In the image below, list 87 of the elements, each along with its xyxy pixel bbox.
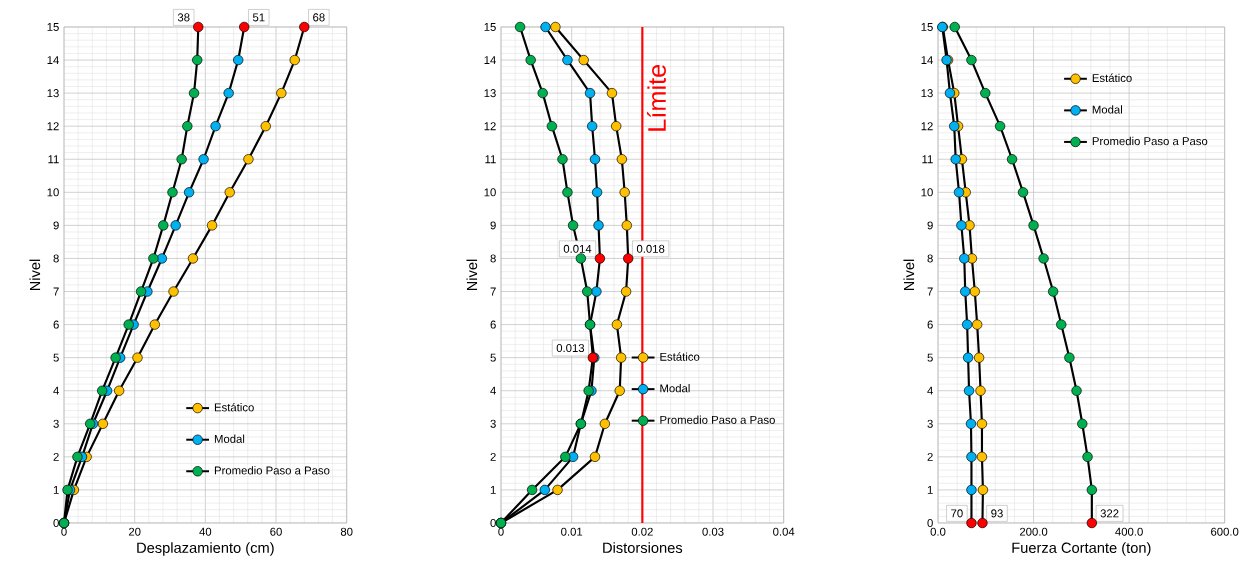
x-tick-label: 200.0 (1019, 527, 1048, 536)
y-axis-title: Nivel (29, 259, 41, 291)
y-tick-label: 8 (927, 254, 933, 263)
y-tick-label: 13 (921, 89, 933, 98)
x-tick-label: 0 (61, 527, 67, 536)
x-tick-label: 400.0 (1115, 527, 1143, 536)
y-tick-label: 4 (927, 386, 933, 395)
data-label: 70 (951, 509, 963, 518)
y-tick-label: 6 (53, 320, 59, 329)
y-tick-label: 8 (53, 254, 59, 263)
x-tick-label: 0.0 (930, 527, 946, 536)
y-tick-label: 12 (484, 122, 496, 131)
x-axis-title: Desplazamiento (cm) (137, 542, 274, 556)
y-tick-label: 0 (490, 518, 496, 527)
legend-label: Estático (214, 402, 254, 412)
y-tick-label: 6 (927, 320, 933, 329)
x-tick-label: 0.02 (631, 527, 653, 536)
data-label: 38 (177, 13, 190, 22)
y-tick-label: 7 (927, 287, 933, 296)
y-tick-label: 1 (927, 486, 933, 494)
x-tick-label: 0.03 (702, 527, 724, 536)
x-tick-label: 0 (498, 527, 504, 536)
x-tick-label: 20 (128, 527, 141, 536)
x-tick-label: 80 (340, 527, 353, 536)
y-tick-label: 15 (484, 23, 496, 31)
y-tick-label: 10 (921, 188, 933, 197)
y-tick-label: 13 (47, 89, 59, 98)
y-tick-label: 10 (484, 188, 496, 197)
y-tick-label: 5 (927, 353, 933, 362)
y-tick-label: 11 (48, 155, 59, 164)
legend-label: Promedio Paso a Paso (1092, 136, 1208, 146)
x-tick-label: 0.01 (561, 527, 583, 536)
y-tick-label: 9 (53, 221, 59, 230)
legend-label: Promedio Paso a Paso (214, 466, 330, 475)
legend-label: Promedio Paso a Paso (660, 415, 775, 424)
y-axis-title: Nivel (903, 259, 915, 291)
data-label: 0.013 (556, 344, 585, 353)
y-tick-label: 4 (490, 386, 496, 395)
legend-label: Estático (1092, 73, 1132, 83)
y-tick-label: 0 (927, 518, 933, 527)
y-tick-label: 11 (922, 155, 933, 164)
legend-label: Modal (660, 384, 690, 393)
y-tick-label: 2 (490, 452, 496, 461)
y-tick-label: 3 (53, 419, 59, 428)
y-tick-label: 3 (927, 419, 933, 428)
y-tick-label: 8 (490, 254, 496, 263)
y-tick-label: 14 (47, 56, 59, 64)
x-axis-title: Fuerza Cortante (ton) (1012, 542, 1151, 556)
data-label: 0.018 (636, 244, 665, 253)
y-tick-label: 3 (490, 419, 496, 428)
y-tick-label: 10 (47, 188, 59, 197)
y-tick-label: 14 (921, 56, 933, 64)
data-label: 93 (991, 509, 1003, 518)
x-tick-label: 0.04 (773, 527, 795, 536)
x-tick-label: 60 (270, 527, 282, 536)
y-tick-label: 6 (490, 320, 496, 329)
y-tick-label: 9 (490, 221, 496, 230)
x-tick-label: 600.0 (1211, 527, 1239, 536)
y-axis-title: Nivel (466, 259, 478, 291)
y-tick-label: 7 (53, 287, 59, 296)
data-label: 51 (252, 13, 265, 22)
y-tick-label: 1 (490, 486, 496, 494)
y-tick-label: 9 (927, 221, 933, 230)
legend-label: Estático (660, 352, 700, 361)
y-tick-label: 4 (53, 386, 59, 395)
legend-label: Modal (214, 434, 245, 443)
data-label: 68 (313, 13, 325, 22)
y-tick-label: 1 (53, 486, 59, 494)
y-tick-label: 15 (921, 23, 933, 31)
y-tick-label: 13 (484, 89, 496, 98)
y-tick-label: 5 (53, 353, 59, 362)
y-tick-label: 2 (53, 452, 59, 461)
y-tick-label: 0 (53, 518, 59, 527)
data-label: 0.014 (563, 244, 592, 253)
x-axis-title: Distorsiones (603, 542, 683, 553)
y-tick-label: 15 (47, 23, 59, 31)
y-tick-label: 14 (484, 56, 496, 64)
ref-line-label: Límite (647, 64, 666, 131)
y-tick-label: 11 (485, 155, 496, 164)
y-tick-label: 12 (47, 122, 59, 131)
y-tick-label: 7 (490, 287, 496, 296)
y-tick-label: 5 (490, 353, 496, 362)
x-tick-label: 40 (199, 527, 212, 536)
y-tick-label: 12 (921, 122, 933, 131)
y-tick-label: 2 (927, 452, 933, 461)
legend-label: Modal (1092, 105, 1122, 114)
data-label: 322 (1100, 509, 1119, 518)
